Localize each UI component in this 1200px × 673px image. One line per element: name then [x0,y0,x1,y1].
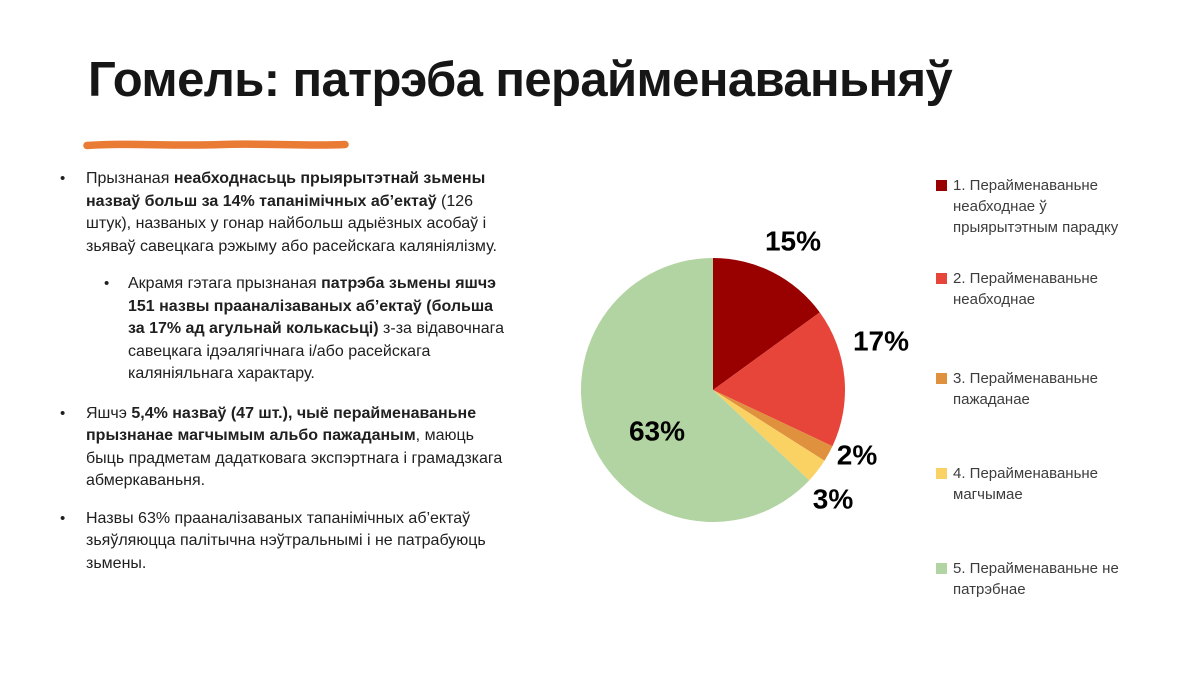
bullet-text-bold-run: патрэба зьмены яшчэ 151 назвы прааналіза… [128,275,496,337]
bullet-text-run: Акрамя гэтага прызнаная [128,275,322,292]
bullet-text: Прызнаная неабходнасьць прыярытэтнай зьм… [86,168,512,258]
bullet-marker: • [60,404,66,422]
pie-value-label: 15% [765,226,821,257]
legend-swatch [936,373,947,384]
legend-swatch [936,468,947,479]
legend-item: 1. Перайменаваньне неабходнае ў прыярытэ… [936,175,1128,238]
legend-label: 2. Перайменаваньне неабходнае [953,270,1099,308]
legend-swatch [936,180,947,191]
pie-slice-2 [713,312,846,447]
pie-value-label: 3% [813,484,854,515]
pie-slice-3 [713,390,833,461]
bullet-text-bold-run: неабходнасьць прыярытэтнай зьмены назваў… [86,170,486,210]
legend-label: 4. Перайменаваньне магчымае [953,465,1099,503]
bullet-list: • Прызнаная неабходнасьць прыярытэтнай з… [60,168,512,590]
bullet-marker: • [60,170,66,187]
legend-item: 4. Перайменаваньне магчымае [936,463,1128,505]
bullet-text-run: з-за відавочнага савецкага ідэалягічнага… [128,320,504,382]
legend-swatch [936,273,947,284]
bullet-text: Назвы 63% прааналізаваных тапанімічных а… [86,508,512,576]
bullet-item: • Яшчэ 5,4% назваў (47 шт.), чыё перайме… [60,403,512,493]
bullet-text-run: Назвы 63% прааналізаваных тапанімічных а… [86,509,486,572]
pie-value-label: 2% [837,440,878,471]
pie-slice-5 [580,257,810,522]
legend-item: 2. Перайменаваньне неабходнае [936,268,1128,310]
bullet-text: Акрамя гэтага прызнаная патрэба зьмены я… [128,273,512,386]
bullet-marker: • [104,275,110,292]
pie-value-label: 17% [853,326,909,357]
bullet-item-sub: • Акрамя гэтага прызнаная патрэба зьмены… [104,273,512,386]
legend-swatch [936,563,947,574]
bullet-text-run: Яшчэ [86,404,132,422]
bullet-text-run: (126 штук), названых у гонар найбольш ад… [86,192,497,255]
legend-label: 3. Перайменаваньне пажаданае [953,370,1099,408]
bullet-item: • Прызнаная неабходнасьць прыярытэтнай з… [60,168,512,258]
bullet-text: Яшчэ 5,4% назваў (47 шт.), чыё пераймена… [86,403,512,493]
legend-label: 1. Перайменаваньне неабходнае ў прыярытэ… [953,177,1119,236]
title-underline-accent [83,140,349,150]
legend-item: 5. Перайменаваньне не патрэбнае [936,558,1128,600]
legend-label: 5. Перайменаваньне не патрэбнае [953,560,1119,598]
pie-value-label: 63% [629,416,685,447]
slide-title: Гомель: патрэба перайменаваньняў [88,53,953,107]
pie-slice-4 [713,390,825,481]
bullet-text-run: Прызнаная [86,170,174,187]
pie-slice-1 [713,258,820,390]
pie-chart: 15% 17% 2% 3% 63% [580,226,909,522]
legend-item: 3. Перайменаваньне пажаданае [936,368,1128,410]
bullet-item: • Назвы 63% прааналізаваных тапанімічных… [60,508,512,576]
bullet-text-bold-run: 5,4% назваў (47 шт.), чыё перайменаваньн… [86,404,477,445]
bullet-text-run: , маюць быць прадметам дадатковага экспэ… [86,427,503,489]
brush-stroke [83,140,349,150]
bullet-marker: • [60,509,66,527]
